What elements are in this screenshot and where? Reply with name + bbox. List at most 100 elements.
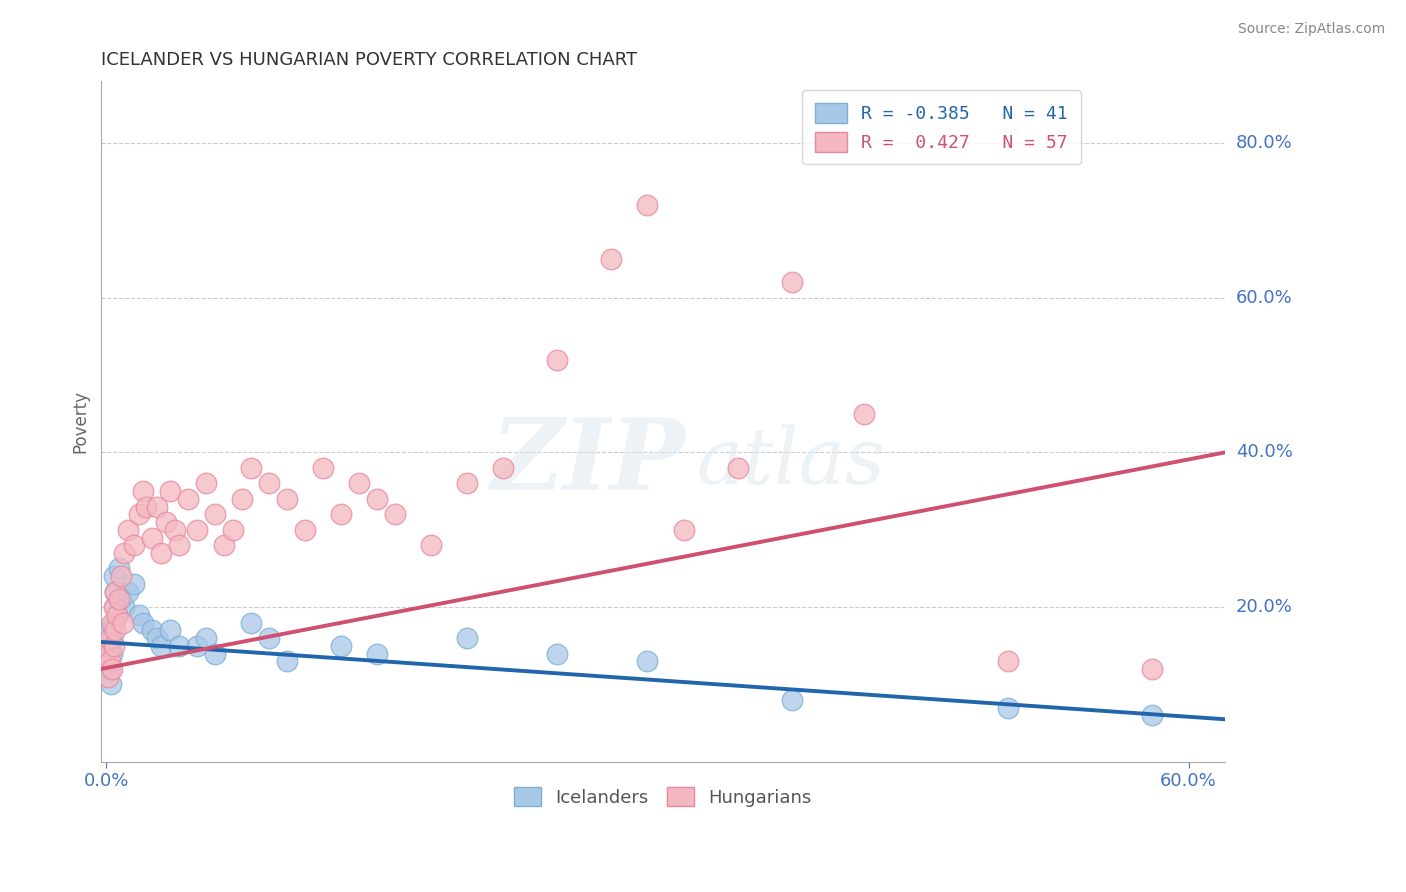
Point	[141, 531, 163, 545]
Point	[1142, 708, 1164, 723]
Point	[294, 523, 316, 537]
Point	[329, 639, 352, 653]
Point	[111, 615, 134, 630]
Point	[257, 476, 280, 491]
Point	[100, 677, 122, 691]
Point	[135, 500, 157, 514]
Point	[456, 476, 478, 491]
Point	[546, 647, 568, 661]
Point	[103, 639, 125, 653]
Text: Source: ZipAtlas.com: Source: ZipAtlas.com	[1237, 22, 1385, 37]
Point	[103, 600, 125, 615]
Point	[420, 538, 443, 552]
Point	[98, 647, 121, 661]
Point	[110, 569, 132, 583]
Point	[101, 647, 124, 661]
Point	[122, 577, 145, 591]
Point	[108, 592, 131, 607]
Point	[239, 461, 262, 475]
Point	[194, 631, 217, 645]
Point	[780, 693, 803, 707]
Text: 60.0%: 60.0%	[1236, 289, 1292, 307]
Point	[98, 639, 121, 653]
Point	[852, 407, 875, 421]
Point	[186, 523, 208, 537]
Point	[155, 515, 177, 529]
Point	[146, 500, 169, 514]
Point	[98, 624, 121, 638]
Text: atlas: atlas	[696, 425, 886, 500]
Point	[108, 561, 131, 575]
Point	[312, 461, 335, 475]
Point	[110, 592, 132, 607]
Point	[96, 650, 118, 665]
Point	[637, 198, 659, 212]
Point	[97, 654, 120, 668]
Point	[128, 607, 150, 622]
Point	[672, 523, 695, 537]
Point	[329, 508, 352, 522]
Text: ZIP: ZIP	[491, 414, 685, 510]
Point	[204, 508, 226, 522]
Point	[104, 624, 127, 638]
Point	[105, 607, 128, 622]
Point	[104, 584, 127, 599]
Point	[159, 484, 181, 499]
Point	[176, 491, 198, 506]
Point	[231, 491, 253, 506]
Point	[997, 654, 1019, 668]
Point	[239, 615, 262, 630]
Point	[347, 476, 370, 491]
Point	[98, 654, 121, 668]
Point	[131, 615, 153, 630]
Text: 40.0%: 40.0%	[1236, 443, 1292, 461]
Text: ICELANDER VS HUNGARIAN POVERTY CORRELATION CHART: ICELANDER VS HUNGARIAN POVERTY CORRELATI…	[101, 51, 637, 69]
Point	[204, 647, 226, 661]
Point	[186, 639, 208, 653]
Point	[1142, 662, 1164, 676]
Point	[163, 523, 186, 537]
Point	[131, 484, 153, 499]
Point	[146, 631, 169, 645]
Point	[114, 546, 136, 560]
Point	[222, 523, 245, 537]
Point	[167, 639, 190, 653]
Point	[105, 607, 128, 622]
Point	[98, 631, 121, 645]
Point	[122, 538, 145, 552]
Point	[98, 662, 121, 676]
Point	[103, 569, 125, 583]
Point	[159, 624, 181, 638]
Point	[103, 615, 125, 630]
Point	[276, 654, 298, 668]
Point	[167, 538, 190, 552]
Point	[141, 624, 163, 638]
Point	[101, 662, 124, 676]
Point	[366, 491, 388, 506]
Point	[492, 461, 515, 475]
Point	[546, 352, 568, 367]
Point	[997, 700, 1019, 714]
Point	[149, 639, 172, 653]
Point	[456, 631, 478, 645]
Point	[98, 647, 121, 661]
Legend: Icelanders, Hungarians: Icelanders, Hungarians	[506, 780, 818, 814]
Point	[104, 584, 127, 599]
Point	[637, 654, 659, 668]
Point	[366, 647, 388, 661]
Point	[194, 476, 217, 491]
Point	[149, 546, 172, 560]
Point	[114, 600, 136, 615]
Point	[117, 584, 139, 599]
Text: 20.0%: 20.0%	[1236, 599, 1292, 616]
Point	[600, 252, 623, 267]
Point	[104, 600, 127, 615]
Point	[257, 631, 280, 645]
Y-axis label: Poverty: Poverty	[72, 390, 89, 453]
Point	[727, 461, 749, 475]
Point	[276, 491, 298, 506]
Point	[212, 538, 235, 552]
Text: 80.0%: 80.0%	[1236, 134, 1292, 153]
Point	[97, 635, 120, 649]
Point	[780, 276, 803, 290]
